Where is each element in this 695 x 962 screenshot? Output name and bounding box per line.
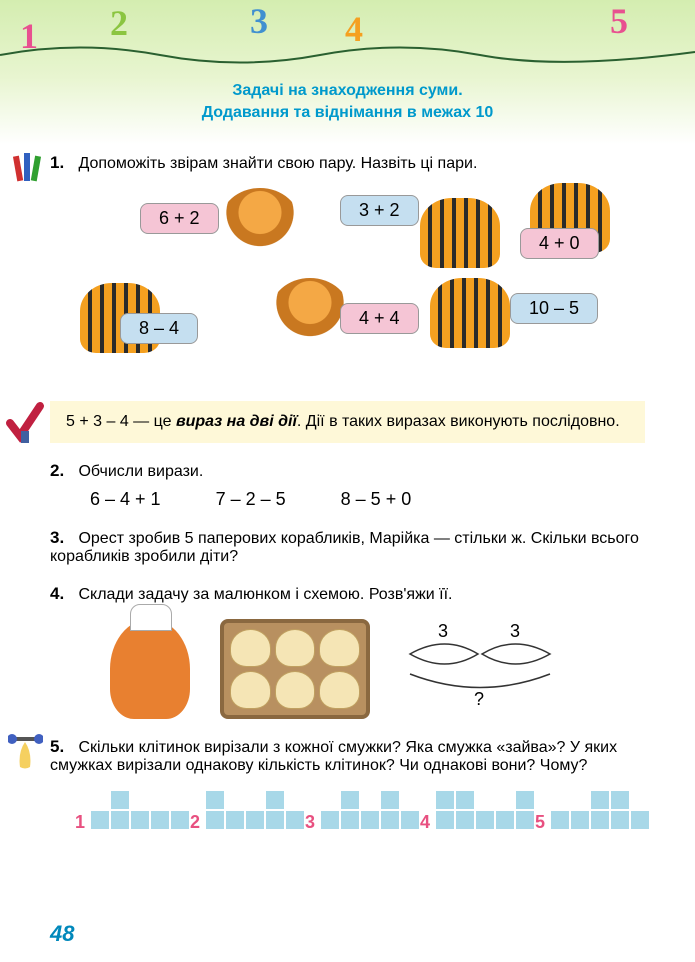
rule-prefix: 5 + 3 – 4 — це [66, 413, 176, 430]
content-area: 1. Допоможіть звірам знайти свою пару. Н… [0, 125, 695, 840]
expr-2: 7 – 2 – 5 [216, 489, 286, 509]
strip [550, 790, 650, 830]
expression-box: 4 + 4 [340, 303, 419, 334]
expression-box: 6 + 2 [140, 203, 219, 234]
task-1-text: Допоможіть звірам знайти свою пару. Назв… [78, 155, 477, 172]
title-line-1: Задачі на знаходження суми. [0, 80, 695, 102]
title-line-2: Додавання та віднімання в межах 10 [0, 102, 695, 124]
strip [320, 790, 420, 830]
dumpling [230, 629, 271, 667]
expression-box: 10 – 5 [510, 293, 598, 324]
dancing-number: 1 [20, 15, 38, 57]
expression-box: 4 + 0 [520, 228, 599, 259]
strip-label: 1 [75, 812, 85, 833]
strips-area: 12345 [90, 790, 645, 840]
task-4-number: 4. [50, 584, 74, 604]
expression-box: 3 + 2 [340, 195, 419, 226]
expr-1: 6 – 4 + 1 [90, 489, 161, 509]
animals-area: 6 + 2 3 + 2 4 + 0 8 – 4 4 + 4 10 – 5 [80, 183, 645, 383]
yellow-rule-box: 5 + 3 – 4 — це вираз на дві дії. Дії в т… [50, 401, 645, 443]
pencils-icon [10, 148, 45, 188]
dumpling [319, 671, 360, 709]
task-4: 4. Склади задачу за малюнком і схемою. Р… [50, 584, 645, 719]
decorative-header: 1 2 3 4 5 [0, 0, 695, 60]
tiger-image [420, 198, 500, 268]
task-1: 1. Допоможіть звірам знайти свою пару. Н… [50, 153, 645, 383]
rule-box: 5 + 3 – 4 — це вираз на дві дії. Дії в т… [50, 401, 645, 443]
task-5: 5. Скільки клітинок вирізали з кожної см… [50, 737, 645, 840]
lion-image [270, 278, 350, 348]
expression-box: 8 – 4 [120, 313, 198, 344]
task-2-number: 2. [50, 461, 74, 481]
task-5-text: Скільки клітинок вирізали з кожної смужк… [50, 739, 617, 774]
task-2-expressions: 6 – 4 + 1 7 – 2 – 5 8 – 5 + 0 [90, 489, 645, 510]
checkmark-icon [5, 401, 45, 446]
strip-label: 3 [305, 812, 315, 833]
dancing-number: 4 [345, 8, 363, 50]
rule-bold: вираз на дві дії [176, 413, 297, 430]
task-5-number: 5. [50, 737, 74, 757]
task-3-number: 3. [50, 528, 74, 548]
dumpling [319, 629, 360, 667]
schema-right: 3 [510, 621, 520, 642]
strip [205, 790, 305, 830]
dumpling [275, 629, 316, 667]
task-3-text: Орест зробив 5 паперових корабликів, Мар… [50, 530, 639, 565]
tiger-image [430, 278, 510, 348]
dancing-number: 5 [610, 0, 628, 42]
page-number: 48 [50, 921, 74, 947]
expr-3: 8 – 5 + 0 [341, 489, 412, 509]
strip-label: 2 [190, 812, 200, 833]
strip-label: 5 [535, 812, 545, 833]
strip [435, 790, 535, 830]
dancing-number: 3 [250, 0, 268, 42]
schema-bottom: ? [474, 689, 484, 710]
dancing-number: 2 [110, 2, 128, 44]
addition-schema: 3 3 ? [400, 629, 560, 709]
weightlift-icon [8, 732, 43, 772]
dumpling [230, 671, 271, 709]
tray-image [220, 619, 370, 719]
task-2: 2. Обчисли вирази. 6 – 4 + 1 7 – 2 – 5 8… [50, 461, 645, 510]
task-4-text: Склади задачу за малюнком і схемою. Розв… [78, 586, 452, 603]
schema-left: 3 [438, 621, 448, 642]
lion-image [220, 188, 300, 258]
fox-chef-image [110, 619, 190, 719]
strip-label: 4 [420, 812, 430, 833]
task-2-text: Обчисли вирази. [78, 463, 203, 480]
dumpling [275, 671, 316, 709]
page-title: Задачі на знаходження суми. Додавання та… [0, 80, 695, 125]
task-4-images: 3 3 ? [110, 619, 645, 719]
task-3: 3. Орест зробив 5 паперових корабликів, … [50, 528, 645, 566]
rule-suffix: . Дії в таких виразах виконують послідов… [297, 413, 620, 430]
strip [90, 790, 190, 830]
task-1-number: 1. [50, 153, 74, 173]
